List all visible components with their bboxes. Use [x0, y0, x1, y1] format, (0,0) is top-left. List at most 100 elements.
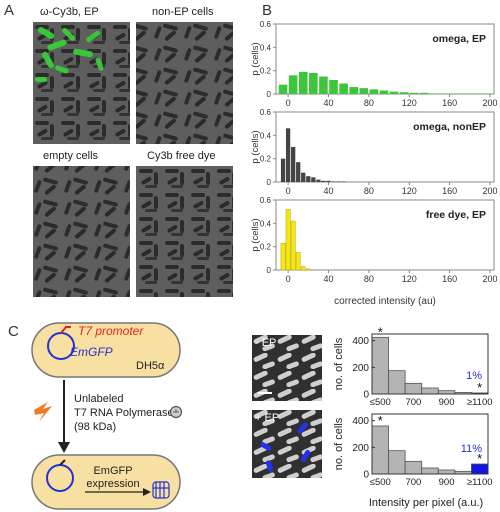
star-marker: * — [378, 326, 383, 339]
x-axis-label: corrected intensity (au) — [334, 296, 436, 307]
histogram-bar — [359, 88, 369, 94]
micrograph-non-ep — [136, 22, 233, 144]
histogram-bar — [288, 75, 298, 94]
histogram-bar — [399, 92, 409, 94]
strain-label: DH5α — [136, 360, 165, 372]
step-line-2: T7 RNA Polymerase — [74, 407, 174, 419]
histogram-bar — [298, 71, 308, 94]
histogram-frame — [275, 111, 495, 183]
histogram-bar — [316, 179, 321, 182]
x-tick-label: ≤500 — [370, 397, 391, 408]
x-tick-label: 120 — [402, 98, 417, 108]
y-axis-label: no. of cells — [333, 337, 345, 390]
histogram-bar — [470, 93, 480, 94]
x-tick-label: 160 — [442, 186, 457, 196]
histogram-bar — [321, 180, 326, 182]
micrograph-empty-cells — [33, 166, 130, 297]
percent-annotation: 11% — [461, 443, 482, 455]
y-tick-label: 400 — [352, 336, 369, 347]
panel-letter-a: A — [4, 2, 15, 19]
x-tick-label: 120 — [402, 186, 417, 196]
y-tick-label: 0.2 — [260, 243, 272, 252]
y-tick-label: 0.6 — [260, 196, 272, 205]
y-tick-label: 0.2 — [260, 155, 272, 164]
histogram-bar — [409, 92, 419, 94]
histogram-bar — [369, 89, 379, 94]
count-bar — [421, 467, 439, 475]
y-tick-label: 0 — [267, 178, 272, 187]
gene-label: EmGFP — [70, 345, 113, 359]
x-tick-label: 0 — [286, 98, 291, 108]
histogram-bar — [291, 147, 296, 182]
histogram-frame — [371, 413, 489, 475]
panel-a-micrographs — [33, 22, 233, 297]
x-tick-label: 80 — [364, 98, 374, 108]
y-tick-label: 0.4 — [260, 131, 272, 140]
micrograph-free-dye — [136, 166, 233, 297]
histogram-frame — [275, 199, 495, 271]
histogram-frame — [371, 333, 489, 395]
histogram-bar — [306, 176, 311, 182]
count-bar — [404, 460, 423, 475]
histogram-bar — [305, 268, 311, 271]
count-bar — [388, 450, 406, 475]
x-tick-label: 120 — [402, 274, 417, 284]
promoter-arrow-icon — [60, 326, 71, 334]
histogram-bar — [349, 87, 359, 94]
y-tick-label: 0.4 — [260, 43, 272, 52]
histogram-bar — [309, 73, 318, 94]
x-tick-label: 700 — [405, 477, 421, 488]
micrograph-minus-ep — [252, 335, 322, 401]
histogram-title: free dye, EP — [426, 209, 486, 221]
histogram-3: 0 0.2 0.4 0.6 0 40 80 120 160 200 free dye, EP p (c… — [250, 196, 497, 284]
expression-line-1: EmGFP — [93, 465, 132, 477]
y-axis-label: p (cells) — [250, 130, 261, 163]
x-tick-label: 0 — [286, 274, 291, 284]
micrograph-plus-ep — [252, 410, 322, 478]
x-tick-label: 160 — [442, 98, 457, 108]
count-bar — [437, 469, 456, 475]
label-empty-cells: empty cells — [43, 150, 99, 162]
x-tick-label: 40 — [323, 98, 333, 108]
star-marker: * — [477, 451, 482, 466]
panel-letter-c: C — [8, 323, 19, 340]
histogram-bar — [319, 76, 328, 94]
histogram-bar — [420, 92, 429, 94]
x-tick-label: ≥1100 — [467, 477, 493, 488]
percent-annotation: 1% — [466, 370, 482, 382]
histogram-bar — [280, 242, 286, 271]
label-non-ep: non-EP cells — [152, 6, 214, 18]
histogram-bar — [311, 177, 316, 182]
histogram-bar — [290, 220, 296, 271]
histogram-bar — [285, 128, 291, 182]
x-tick-label: ≤500 — [370, 477, 391, 488]
x-tick-label: 200 — [482, 186, 497, 196]
expression-line-2: expression — [86, 478, 139, 490]
y-tick-label: 0 — [267, 266, 272, 275]
x-tick-label: 160 — [442, 274, 457, 284]
histogram-bar — [379, 90, 389, 94]
count-bar — [404, 382, 423, 395]
label-minus-ep: - EP — [255, 337, 277, 349]
y-tick-label: 0.4 — [260, 219, 272, 228]
histogram-bar — [296, 162, 301, 182]
y-tick-label: 0 — [267, 90, 272, 99]
x-tick-label: 80 — [364, 274, 374, 284]
step-line-3: (98 kDa) — [74, 421, 116, 433]
count-bar — [388, 370, 406, 395]
x-tick-label: 40 — [323, 186, 333, 196]
y-tick-label: 0.6 — [260, 20, 272, 29]
count-bar — [371, 336, 389, 395]
histogram-bar — [300, 266, 306, 271]
histogram-bar — [440, 93, 449, 94]
histogram-bar — [430, 93, 439, 94]
histogram-bar — [285, 209, 291, 271]
polymerase-icon — [169, 405, 183, 419]
histogram-bar — [295, 252, 301, 271]
x-tick-label: 200 — [482, 274, 497, 284]
histogram-bar — [450, 93, 459, 94]
y-axis-label: p (cells) — [250, 42, 261, 75]
